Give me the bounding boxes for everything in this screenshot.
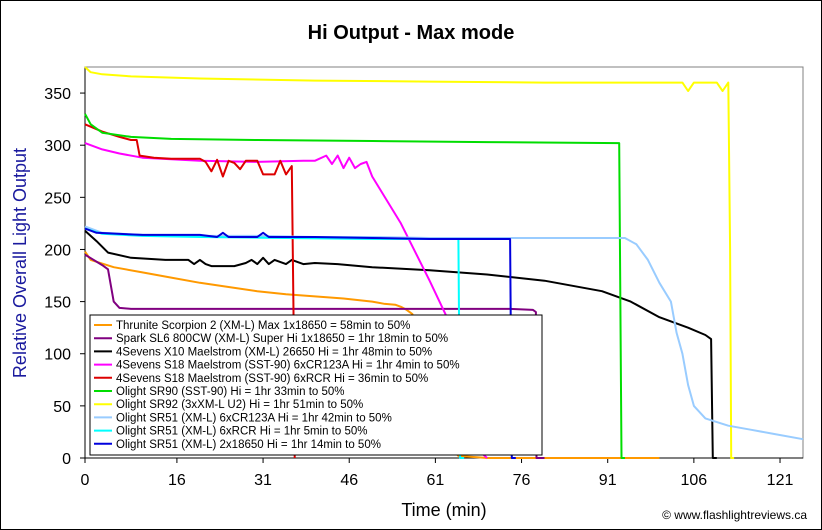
legend: Thrunite Scorpion 2 (XM-L) Max 1x18650 =… [89,314,543,456]
x-axis-ticks: 0 16 31 46 61 76 91 106 121 [81,458,794,489]
x-tick-label: 31 [254,472,272,489]
legend-entry: Thrunite Scorpion 2 (XM-L) Max 1x18650 =… [116,320,410,332]
legend-entry: Spark SL6 800CW (XM-L) Super Hi 1x18650 … [116,333,448,345]
y-tick-label: 200 [44,242,71,259]
y-tick-label: 150 [44,295,71,312]
legend-entry: Olight SR90 (SST-90) Hi = 1hr 33min to 5… [116,386,345,398]
series-line [84,253,545,459]
series-line [84,227,516,459]
credit-text: © www.flashlightreviews.ca [662,508,807,522]
legend-entry: 4Sevens X10 Maelstrom (XM-L) 26650 Hi = … [116,346,432,358]
x-tick-label: 121 [767,472,794,489]
x-axis-label: Time (min) [401,500,486,520]
series-line [84,229,717,459]
x-tick-label: 46 [340,472,358,489]
x-tick-label: 0 [81,472,90,489]
legend-entry: 4Sevens S18 Maelstrom (SST-90) 6xRCR Hi … [116,373,428,385]
legend-entry: Olight SR51 (XM-L) 6xRCR Hi = 1hr 5min t… [116,426,368,438]
y-tick-label: 300 [44,138,71,155]
series-line [84,123,296,459]
y-axis-label: Relative Overall Light Output [10,148,30,378]
x-tick-label: 91 [599,472,617,489]
legend-entry: Olight SR51 (XM-L) 2x18650 Hi = 1hr 14mi… [116,439,381,451]
legend-items: Thrunite Scorpion 2 (XM-L) Max 1x18650 =… [94,320,460,451]
x-tick-label: 61 [426,472,444,489]
y-axis-ticks: 0 50 100 150 200 250 300 350 [44,86,85,468]
y-tick-label: 250 [44,190,71,207]
y-tick-label: 100 [44,347,71,364]
x-tick-label: 76 [513,472,531,489]
legend-entry: Olight SR92 (3xXM-L U2) Hi = 1hr 51min t… [116,399,363,411]
y-tick-label: 0 [62,451,71,468]
legend-box [89,314,543,456]
series-line [84,113,625,459]
y-tick-label: 50 [53,399,71,416]
series-layer [84,66,804,459]
x-tick-label: 16 [168,472,186,489]
chart-title: Hi Output - Max mode [308,22,515,44]
legend-entry: Olight SR51 (XM-L) 6xCR123A Hi = 1hr 42m… [116,412,392,424]
x-tick-label: 106 [681,472,708,489]
series-line [84,66,735,459]
y-tick-label: 350 [44,86,71,103]
legend-entry: 4Sevens S18 Maelstrom (SST-90) 6xCR123A … [116,360,460,372]
